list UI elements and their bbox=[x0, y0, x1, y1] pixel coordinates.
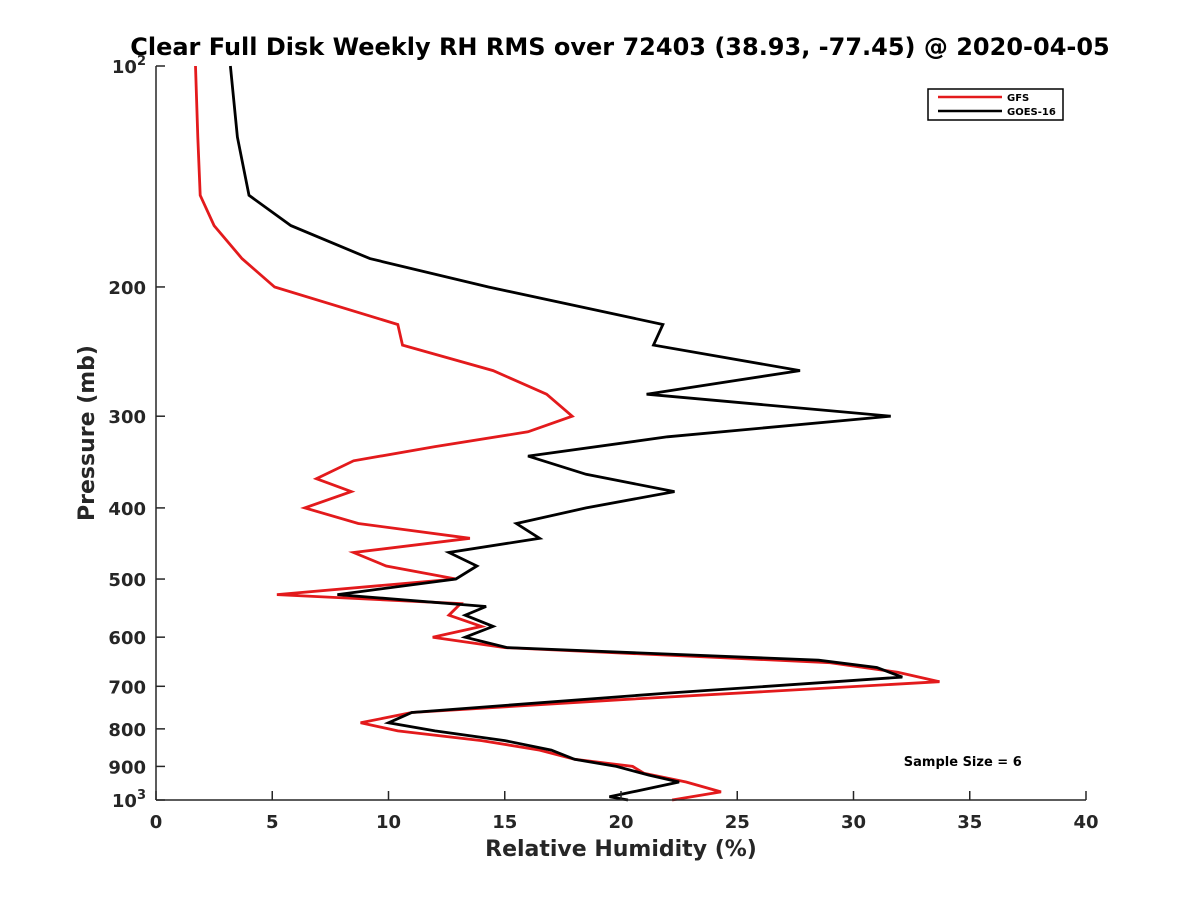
x-tick-label: 15 bbox=[492, 812, 517, 833]
y-tick-label: 700 bbox=[108, 677, 146, 698]
legend-label-gfs: GFS bbox=[1007, 93, 1029, 104]
x-tick-label: 0 bbox=[150, 812, 163, 833]
x-ticks: 0 5 10 15 20 25 30 35 40 bbox=[150, 791, 1099, 833]
x-tick-label: 10 bbox=[376, 812, 401, 833]
series-layer bbox=[194, 65, 940, 802]
y-axis-label: Pressure (mb) bbox=[75, 345, 100, 521]
legend-box bbox=[927, 88, 1064, 121]
y-tick-label: 900 bbox=[108, 757, 146, 778]
x-tick-label: 5 bbox=[266, 812, 279, 833]
legend: GFS GOES-16 bbox=[927, 88, 1064, 121]
y-tick-label: 300 bbox=[108, 407, 146, 428]
sample-size-annotation: Sample Size = 6 bbox=[904, 755, 1022, 770]
x-tick-label: 30 bbox=[841, 812, 866, 833]
y-tick-label: 400 bbox=[108, 499, 146, 520]
x-tick-label: 20 bbox=[608, 812, 633, 833]
x-axis-label: Relative Humidity (%) bbox=[485, 837, 757, 862]
x-tick-label: 35 bbox=[957, 812, 982, 833]
series-line-goes16 bbox=[229, 65, 903, 802]
x-tick-label: 40 bbox=[1073, 812, 1098, 833]
y-tick-label: 600 bbox=[108, 628, 146, 649]
y-tick-label: 500 bbox=[108, 570, 146, 591]
x-tick-label: 25 bbox=[725, 812, 750, 833]
legend-label-goes16: GOES-16 bbox=[1007, 107, 1056, 118]
y-tick-label: 800 bbox=[108, 720, 146, 741]
y-tick-label: 200 bbox=[108, 278, 146, 299]
chart-title: Clear Full Disk Weekly RH RMS over 72403… bbox=[130, 33, 1110, 61]
